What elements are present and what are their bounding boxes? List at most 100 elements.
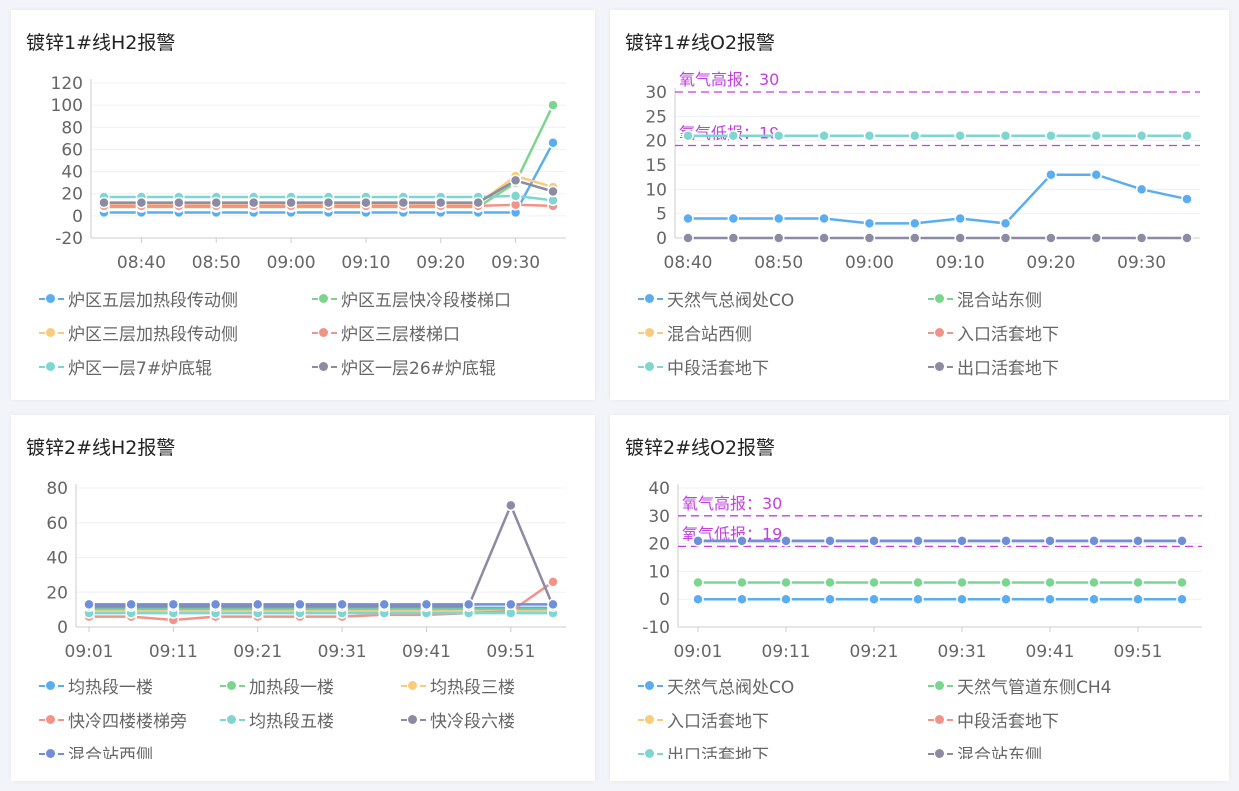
legend-label: 均热段一楼 [68,678,153,698]
legend-item[interactable]: 均热段五楼 [220,711,334,733]
legend-item[interactable]: 天然气总阀处CO [638,677,794,699]
data-point [1090,232,1103,244]
x-tick-label: 09:41 [402,642,451,662]
legend-label: 天然气总阀处CO [667,291,795,311]
legend-item[interactable]: 中段活套地下 [928,711,1059,733]
y-tick-label: 40 [46,549,68,569]
data-point [999,130,1012,142]
legend-label: 混合站东侧 [957,746,1042,759]
data-point [736,593,748,605]
legend: 炉区五层加热段传动侧 炉区五层快冷段楼梯口炉区三层加热段传动侧 炉区三层楼梯口炉区一… [11,290,595,400]
legend-item[interactable]: 出口活套地下 [638,745,769,759]
legend-item[interactable]: 加热段一楼 [220,677,334,699]
legend-item[interactable]: 快冷四楼楼梯旁 [39,711,187,733]
data-point [167,598,180,611]
legend-label: 中段活套地下 [667,359,769,379]
legend-marker-icon [39,679,64,693]
legend-marker-icon [401,679,426,693]
data-point [285,196,297,209]
data-point [868,593,880,605]
legend-item[interactable]: 混合站西侧 [39,745,153,759]
y-tick-label: 25 [645,107,667,127]
legend-item[interactable]: 中段活套地下 [638,358,769,380]
legend-item[interactable]: 炉区三层楼梯口 [312,324,460,346]
data-point [692,593,704,605]
panel-title: 镀锌2#线H2报警 [26,437,176,459]
data-point [1044,576,1056,589]
data-point [909,232,921,244]
legend-item[interactable]: 均热段一楼 [39,677,153,699]
threshold-label: 氧气高报：30 [679,70,779,89]
legend-label: 出口活套地下 [957,359,1059,379]
data-point [435,196,447,209]
legend-label: 入口活套地下 [957,325,1059,345]
data-point [1088,593,1100,605]
y-tick-label: 0 [72,207,83,227]
data-point [868,535,880,547]
data-point [505,598,517,611]
legend-item[interactable]: 天然气管道东侧CH4 [928,677,1111,699]
series-line [89,502,555,608]
y-tick-label: 20 [645,132,667,152]
x-tick-label: 09:21 [850,642,899,662]
legend-item[interactable]: 入口活套地下 [928,324,1059,346]
y-tick-label: 120 [51,74,83,94]
legend-label: 均热段三楼 [430,678,515,698]
panel-title: 镀锌1#线O2报警 [625,32,776,54]
data-point [956,593,968,605]
legend-marker-icon [220,679,245,693]
legend-marker-icon [39,747,64,759]
panel-line2-h2: 镀锌2#线H2报警 0 20 40 60 80 09:01 09:11 09:21 09:31 0… [11,415,595,781]
data-point [956,535,968,547]
data-point [727,130,740,142]
data-point [736,535,748,547]
legend-item[interactable]: 入口活套地下 [638,711,769,733]
chart-svg: 0 5 10 15 20 25 30 08:40 08:50 09:00 09:10 09:20 09:… [645,70,1200,273]
x-tick-label: 09:00 [267,253,316,273]
legend: 天然气总阀处CO 天然气管道东侧CH4 入口活套地下 中段活套地下出口活套地下 混合站东… [610,677,1229,759]
legend-marker-icon [638,679,663,693]
legend-label: 炉区三层楼梯口 [341,325,460,345]
legend-item[interactable]: 炉区五层快冷段楼梯口 [312,290,511,312]
legend-item[interactable]: 快冷段六楼 [401,711,515,733]
data-point [1135,232,1148,244]
panel-line1-o2: 镀锌1#线O2报警 0 5 10 15 20 25 30 08:40 08:50 09:00 09:… [610,10,1229,400]
data-point [1135,183,1148,196]
data-point [956,576,968,589]
data-point [868,576,880,589]
panel-line1-h2: 镀锌1#线H2报警 -20 0 20 40 60 80 100 120 08:40 08:50 09… [11,10,595,400]
legend-marker-icon [638,747,663,759]
legend-item[interactable]: 混合站西侧 [638,324,752,346]
legend-item[interactable]: 炉区三层加热段传动侧 [39,324,238,346]
data-point [682,212,694,225]
data-point [1090,168,1103,181]
data-point [420,598,433,611]
legend-item[interactable]: 混合站东侧 [928,290,1042,312]
y-tick-label: 30 [645,83,667,103]
data-point [780,593,792,605]
y-tick-label: 5 [656,205,667,225]
data-point [727,212,740,225]
legend-item[interactable]: 均热段三楼 [401,677,515,699]
y-tick-label: 40 [61,163,83,183]
data-point [818,232,830,244]
x-tick-label: 09:01 [65,642,114,662]
legend-item[interactable]: 出口活套地下 [928,358,1059,380]
legend-item[interactable]: 炉区一层26#炉底辊 [312,358,496,380]
legend-item[interactable]: 天然气总阀处CO [638,290,794,312]
legend-label: 炉区三层加热段传动侧 [68,325,238,345]
threshold-label: 氧气低报：19 [682,524,782,543]
x-tick-label: 09:41 [1026,642,1075,662]
legend-item[interactable]: 炉区一层7#炉底辊 [39,358,212,380]
x-tick-label: 09:20 [1026,253,1075,273]
legend-item[interactable]: 混合站东侧 [928,745,1042,759]
legend-marker-icon [928,713,953,727]
x-tick-label: 09:11 [149,642,198,662]
data-point [824,593,836,605]
y-tick-label: 20 [61,185,83,205]
y-tick-label: -20 [55,229,83,249]
data-point [824,535,836,547]
legend-item[interactable]: 炉区五层加热段传动侧 [39,290,238,312]
legend-marker-icon [220,713,245,727]
